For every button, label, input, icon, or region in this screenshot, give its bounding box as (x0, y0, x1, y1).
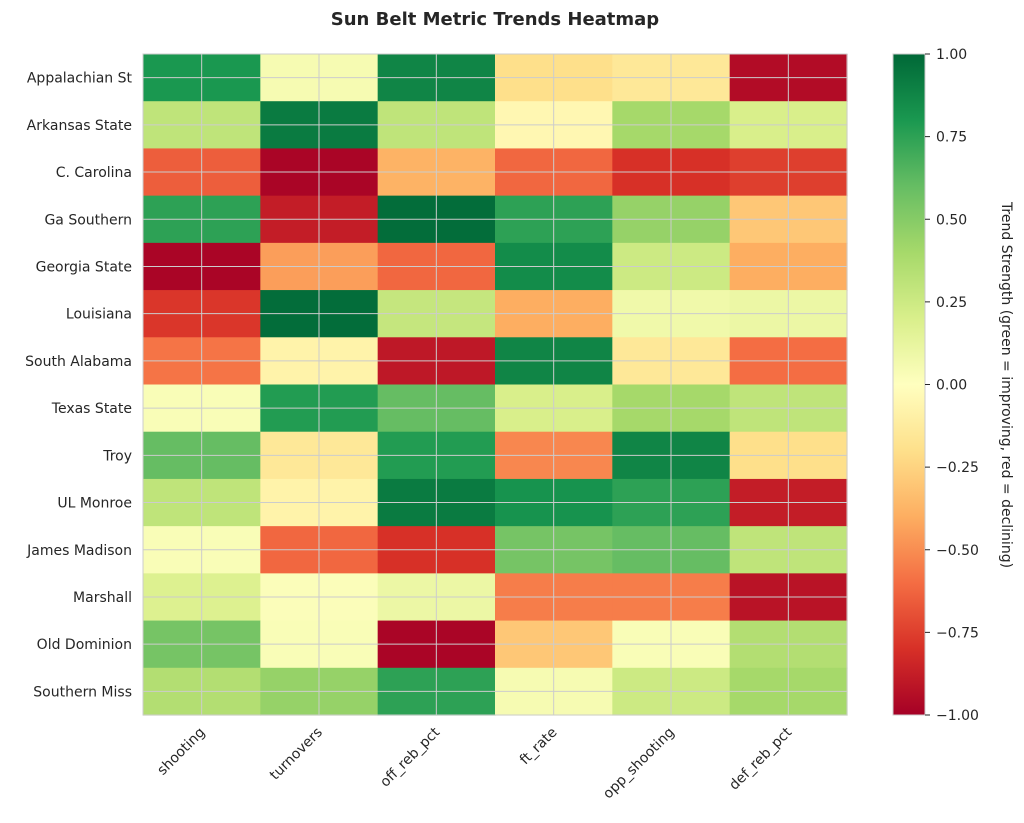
row-label: Marshall (73, 590, 132, 606)
row-label: Old Dominion (37, 637, 132, 653)
colorbar-tick-label: 0.00 (936, 378, 967, 394)
row-labels: Appalachian St Arkansas State C. Carolina G… (25, 71, 132, 701)
row-label: Louisiana (66, 307, 132, 323)
plot-frame (142, 53, 848, 716)
row-label: Georgia State (36, 259, 132, 275)
colorbar-tick-label: 1.00 (936, 47, 967, 63)
column-label: turnovers (267, 725, 326, 784)
colorbar-tick-label: −1.00 (936, 708, 979, 724)
colorbar-tick-label: −0.75 (936, 625, 979, 641)
row-label: Southern Miss (33, 684, 132, 700)
colorbar-label: Trend Strength (green = improving, red =… (998, 201, 1014, 568)
row-label: South Alabama (25, 354, 132, 370)
colorbar-tick-label: −0.25 (936, 460, 979, 476)
colorbar-tick-label: 0.50 (936, 212, 967, 228)
heatmap-gridlines (143, 54, 847, 715)
column-label: def_reb_pct (726, 724, 795, 793)
colorbar-tick-label: −0.50 (936, 543, 979, 559)
heatmap-cells (143, 54, 848, 716)
column-label: opp_shooting (600, 725, 678, 803)
row-label: James Madison (26, 543, 132, 559)
row-label: Arkansas State (27, 118, 132, 134)
row-label: Ga Southern (44, 212, 132, 228)
colorbar-ticks: 1.00 0.75 0.50 0.25 0.00 −0.25 −0.50 −0.75 −1.00 (925, 47, 979, 724)
row-label: Troy (102, 448, 132, 464)
column-label: off_reb_pct (377, 724, 443, 790)
row-label: Appalachian St (27, 71, 133, 87)
chart-title: Sun Belt Metric Trends Heatmap (331, 9, 660, 30)
row-label: C. Carolina (56, 165, 132, 181)
row-label: Texas State (51, 401, 132, 417)
colorbar-tick-label: 0.25 (936, 295, 967, 311)
row-label: UL Monroe (57, 496, 132, 512)
column-labels: shooting turnovers off_reb_pct ft_rate opp_s… (154, 724, 795, 802)
column-label: ft_rate (517, 725, 561, 769)
colorbar (892, 53, 926, 716)
column-label: shooting (154, 725, 208, 779)
colorbar-tick-label: 0.75 (936, 130, 967, 146)
